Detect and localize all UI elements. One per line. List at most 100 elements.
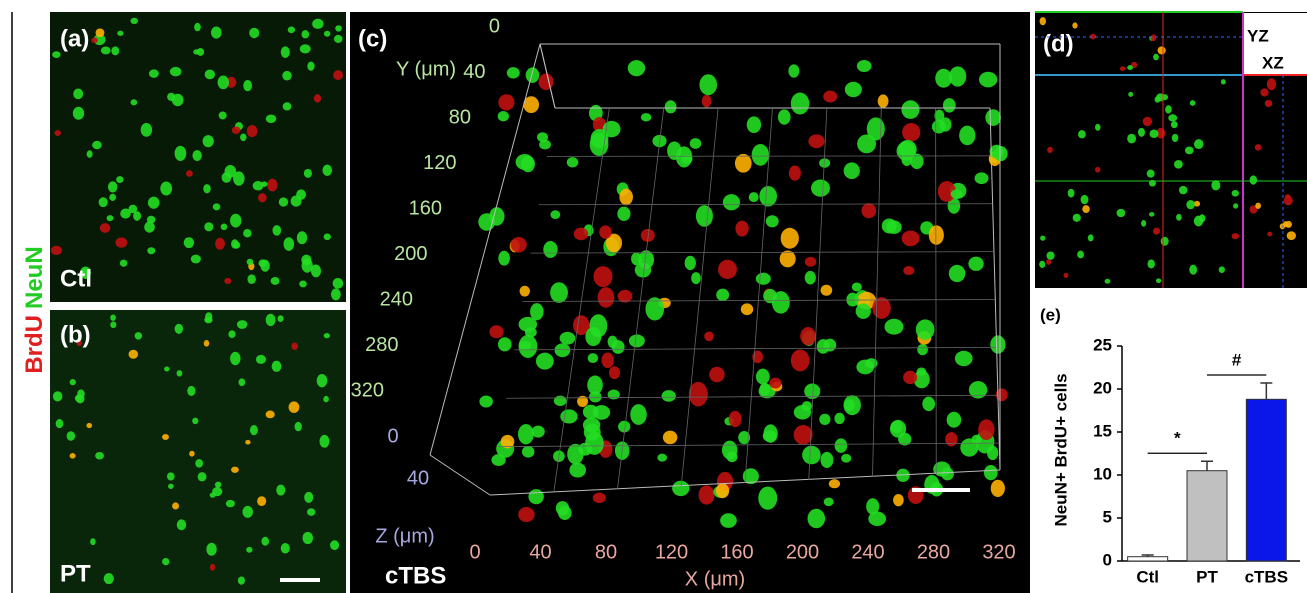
cell [638,250,655,270]
cell [903,265,915,276]
cell [896,468,910,482]
cell [55,418,64,429]
panel-c-image [350,12,1030,593]
cell [277,315,284,322]
cell [69,453,76,459]
cell [50,245,63,255]
y-tick-label: 0 [489,15,500,37]
cell [589,314,608,338]
cell [261,536,270,546]
cell [1189,100,1196,106]
cell [699,74,718,96]
cell [214,481,222,488]
cell [303,168,312,178]
cell [296,231,308,245]
cell [1254,144,1262,151]
box-edge [429,454,491,496]
cell [323,233,331,241]
cell [1072,22,1078,29]
side-label: BrdU NeuN [21,246,48,373]
yz-bg [1244,13,1307,74]
cell [1267,231,1273,237]
cell [740,303,754,316]
cell [95,28,105,38]
cell [103,573,114,585]
cell [252,180,264,191]
cell [528,489,544,505]
cell [608,366,621,380]
cell [1148,179,1156,187]
cell [224,277,232,285]
cell [525,67,540,83]
cell [206,542,217,556]
cell [684,255,696,271]
cell [1189,264,1198,275]
y-tick-label: 15 [1093,421,1112,440]
cell [1039,17,1047,26]
cell [582,404,599,419]
panel-label: (e) [1040,305,1061,324]
cell [748,192,759,203]
cell [221,172,232,183]
cell [225,499,235,508]
cell [330,540,340,551]
cell [106,215,114,222]
cell [1155,278,1162,284]
cell [176,519,187,531]
cell [645,297,665,321]
cell [1087,234,1094,242]
cell [86,422,93,429]
cell [299,280,307,288]
cell [500,434,515,449]
cell [521,445,535,458]
cell [823,497,834,507]
cell [489,325,504,339]
cell [1119,66,1126,71]
cell [738,430,751,445]
cell [910,153,924,170]
cell [196,47,205,56]
cell [995,388,1008,402]
cell [1231,189,1239,197]
cell [278,197,289,207]
cell [866,498,880,515]
cell [283,237,295,251]
cell [780,227,799,249]
cell [523,96,540,114]
x-tick-label: 120 [655,541,688,563]
cell [779,250,796,268]
cell [217,75,229,90]
cell [249,425,258,436]
cell [793,405,812,420]
panel-label: Ctl [60,265,92,292]
cell [1039,260,1046,269]
cell [765,215,779,228]
box-grid [617,107,665,490]
bar [1186,470,1228,562]
cell [807,508,826,529]
cell [1193,200,1201,207]
cell [322,164,332,176]
cell [524,327,537,338]
cell [255,354,267,364]
side-label-red: BrdU [21,315,48,374]
cell [672,480,690,497]
cell [1067,188,1075,198]
cell [582,417,601,433]
cell [215,237,225,250]
cell [519,285,530,297]
cell [90,538,96,546]
cell [307,508,316,516]
bar [1245,398,1287,562]
cell [100,46,111,55]
cell [742,468,759,485]
panel-label: (a) [60,25,89,52]
cell [498,94,515,111]
cell [107,181,118,193]
cell [312,18,324,29]
cell [530,303,544,321]
y-tick-label: 0 [1103,550,1112,569]
box-grid [935,107,937,475]
x-tick-label: 200 [786,541,819,563]
